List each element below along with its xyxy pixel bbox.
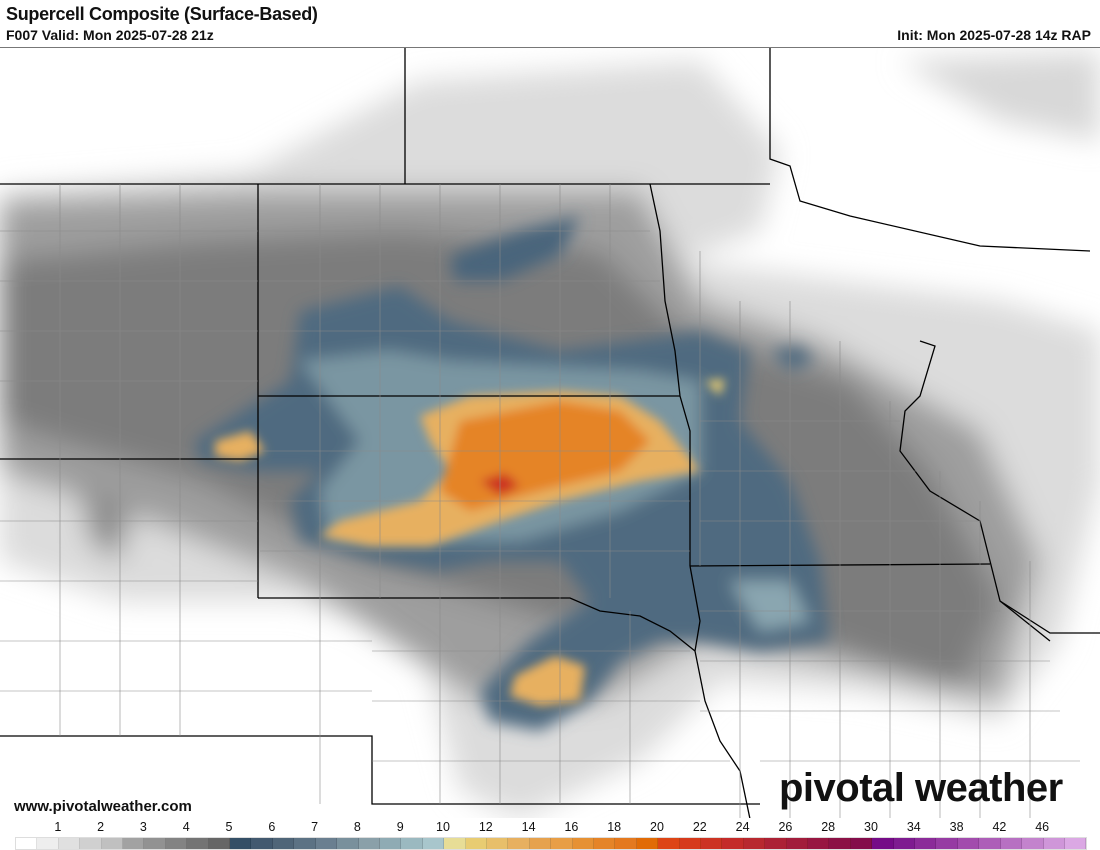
colorbar-cell	[915, 838, 937, 849]
colorbar-cell	[701, 838, 723, 849]
colorbar-cell	[379, 838, 402, 849]
colorbar-cell	[743, 838, 766, 849]
colorbar-cell	[337, 838, 359, 849]
map-title: Supercell Composite (Surface-Based)	[6, 4, 318, 24]
colorbar-cell	[658, 838, 680, 849]
colorbar-label: 8	[353, 820, 361, 834]
colorbar-label: 2	[97, 820, 105, 834]
colorbar-label: 7	[311, 820, 319, 834]
colorbar-cell	[251, 838, 273, 849]
colorbar-cell	[551, 838, 573, 849]
colorbar-cell	[123, 838, 145, 849]
colorbar-cell	[1022, 838, 1044, 849]
colorbar-cell	[722, 838, 744, 849]
weather-map[interactable]	[0, 47, 1100, 820]
map-canvas	[0, 48, 1100, 820]
colorbar-cell	[936, 838, 958, 849]
colorbar-cell	[58, 838, 81, 849]
colorbar-label: 24	[735, 820, 750, 834]
colorbar-cell	[294, 838, 316, 849]
colorbar-cell	[679, 838, 701, 849]
colorbar-label: 28	[821, 820, 836, 834]
colorbar-cell	[765, 838, 787, 849]
colorbar-label: 22	[692, 820, 707, 834]
colorbar-cell	[1000, 838, 1023, 849]
colorbar-cell	[850, 838, 873, 849]
colorbar-cells	[15, 837, 1087, 850]
colorbar-cell	[101, 838, 124, 849]
colorbar-cell	[529, 838, 552, 849]
colorbar-cell	[636, 838, 659, 849]
colorbar-cell	[893, 838, 916, 849]
colorbar-label: 16	[564, 820, 579, 834]
colorbar-label: 20	[650, 820, 664, 834]
colorbar-cell	[272, 838, 295, 849]
colorbar-label: 38	[949, 820, 964, 834]
colorbar-cell	[165, 838, 188, 849]
colorbar-cell	[315, 838, 338, 849]
colorbar-label: 34	[906, 820, 921, 834]
colorbar-label: 9	[396, 820, 404, 834]
colorbar: 1 2 3 4 5 6 7 8 9 10 12 14 16 18 20 22 24 26 28 30 34 38 42 46	[0, 818, 1100, 850]
colorbar-cell	[1043, 838, 1065, 849]
colorbar-label: 42	[992, 820, 1007, 834]
colorbar-cell	[37, 838, 59, 849]
colorbar-cell	[572, 838, 594, 849]
colorbar-cell	[957, 838, 980, 849]
colorbar-label: 1	[54, 820, 62, 834]
colorbar-cell	[422, 838, 445, 849]
colorbar-cell	[1064, 838, 1087, 849]
state-borders	[0, 48, 1100, 820]
colorbar-cell	[401, 838, 423, 849]
colorbar-label: 18	[607, 820, 622, 834]
colorbar-cell	[979, 838, 1001, 849]
init-time: Init: Mon 2025-07-28 14z RAP	[897, 27, 1091, 43]
colorbar-label: 5	[225, 820, 233, 834]
colorbar-label: 4	[182, 820, 190, 834]
colorbar-cell	[486, 838, 509, 849]
colorbar-cell	[829, 838, 851, 849]
colorbar-label: 14	[521, 820, 536, 834]
colorbar-cell	[444, 838, 466, 849]
brand-logo: pivotal weather	[779, 766, 1063, 810]
colorbar-label: 10	[436, 820, 450, 834]
colorbar-cell	[16, 838, 38, 849]
colorbar-cell	[808, 838, 830, 849]
colorbar-cell	[208, 838, 231, 849]
colorbar-label: 26	[778, 820, 793, 834]
colorbar-cell	[187, 838, 209, 849]
colorbar-label: 30	[864, 820, 878, 834]
colorbar-cell	[80, 838, 102, 849]
county-lines	[0, 184, 1080, 819]
colorbar-label: 46	[1035, 820, 1050, 834]
scp-high-field	[215, 379, 725, 706]
colorbar-cell	[508, 838, 530, 849]
colorbar-cell	[593, 838, 616, 849]
colorbar-cell	[144, 838, 166, 849]
website-url[interactable]: www.pivotalweather.com	[14, 798, 192, 815]
colorbar-label: 3	[139, 820, 147, 834]
colorbar-cell	[872, 838, 894, 849]
valid-time: F007 Valid: Mon 2025-07-28 21z	[6, 27, 214, 43]
colorbar-label: 12	[478, 820, 493, 834]
colorbar-cell	[465, 838, 487, 849]
colorbar-cell	[230, 838, 252, 849]
colorbar-label: 6	[268, 820, 276, 834]
colorbar-labels: 1 2 3 4 5 6 7 8 9 10 12 14 16 18 20 22 24 26 28 30 34 38 42 46	[0, 820, 1100, 834]
colorbar-cell	[615, 838, 637, 849]
colorbar-cell	[786, 838, 809, 849]
colorbar-cell	[358, 838, 380, 849]
